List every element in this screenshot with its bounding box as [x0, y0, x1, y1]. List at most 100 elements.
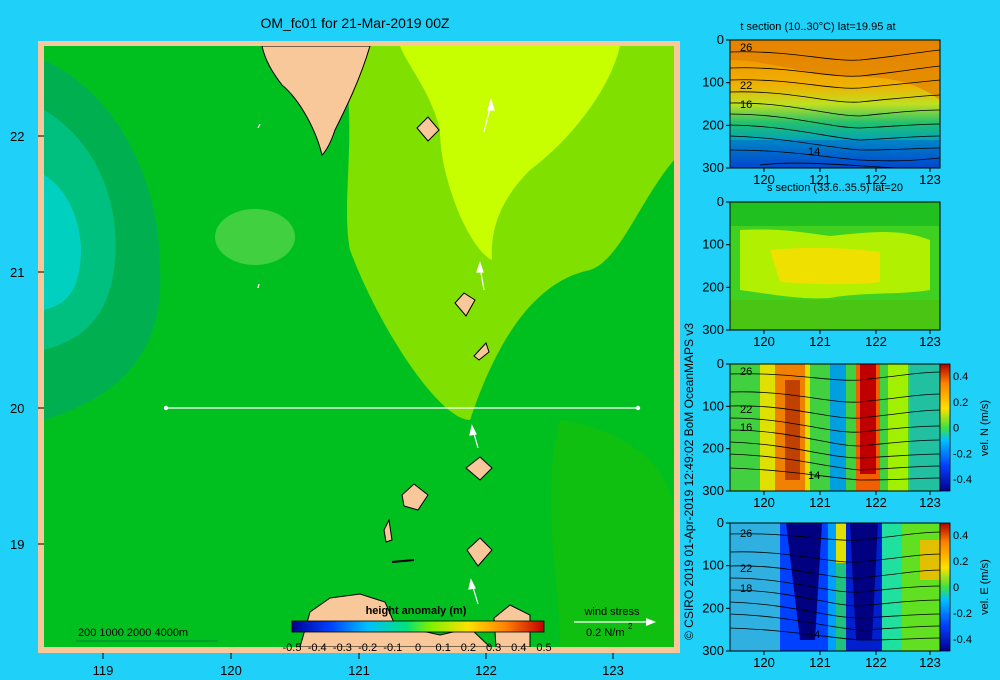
lon-tick-label: 120 — [753, 334, 775, 349]
depth-tick-label: 300 — [702, 322, 724, 337]
panel4-contour-14: 14 — [808, 629, 820, 641]
lon-label-122: 122 — [475, 663, 497, 678]
depth-tick-label: 100 — [702, 237, 724, 252]
lon-tick-label: 123 — [919, 655, 941, 670]
panel1-contour-26: 26 — [740, 42, 752, 54]
lon-label-123: 123 — [602, 663, 624, 678]
panel3-colorbar — [939, 363, 951, 492]
colorbar — [291, 620, 545, 633]
island-2 — [454, 292, 476, 317]
vel-tick-label: 0 — [953, 423, 959, 435]
panel1-title: t section (10..30°C) lat=19.95 at — [740, 21, 895, 33]
wind-arrows — [257, 97, 495, 605]
colorbar-tick-label: 0.4 — [511, 642, 526, 654]
depth-tick-label: 100 — [702, 558, 724, 573]
depth-tick-label: 200 — [702, 117, 724, 132]
depth-tick-label: 0 — [717, 32, 724, 47]
panel3-contour-14: 14 — [808, 470, 820, 482]
wind-scale: 0.2 N/m — [586, 627, 625, 639]
lon-label-121: 121 — [348, 663, 370, 678]
panel-vel-north: 26 22 16 14 0 100 200 300 120 121 122 123 0.4 0… — [702, 356, 991, 510]
depth-tick-label: 200 — [702, 441, 724, 456]
section-start-marker — [163, 405, 169, 411]
depth-tick-label: 0 — [717, 356, 724, 371]
credit-text: © CSIRO 2019 01-Apr-2019 12:49:02 BoM Oc… — [682, 322, 696, 640]
wind-scale-sup: 2 — [628, 622, 633, 631]
panel2-frame — [729, 201, 941, 331]
vel-tick-label: 0.4 — [953, 371, 968, 383]
vel-tick-label: -0.4 — [953, 634, 972, 646]
lon-tick-label: 123 — [919, 334, 941, 349]
island-1 — [416, 116, 440, 142]
island-5 — [401, 483, 429, 511]
colorbar-ticks: -0.5 -0.4 -0.3 -0.2 -0.1 0 0.1 0.2 0.3 0.4 0.5 — [283, 642, 552, 654]
vel-tick-label: -0.4 — [953, 474, 972, 486]
island-4 — [465, 456, 493, 481]
colorbar-tick-label: -0.2 — [358, 642, 377, 654]
wind-stress-label: wind stress — [583, 606, 640, 618]
vel-e-label: vel. E (m/s) — [979, 559, 991, 615]
map-panel: 22 21 20 19 119 120 121 122 123 200 1000… — [10, 41, 680, 678]
depth-tick-label: 300 — [702, 160, 724, 175]
map-title: OM_fc01 for 21-Mar-2019 00Z — [260, 15, 450, 31]
depth-tick-label: 100 — [702, 398, 724, 413]
panel4-contour-18: 18 — [740, 583, 752, 595]
panel4-contour-26: 26 — [740, 528, 752, 540]
lon-tick-label: 123 — [919, 495, 941, 510]
island-7 — [466, 537, 493, 567]
panel4-contour-22: 22 — [740, 563, 752, 575]
vel-tick-label: 0.2 — [953, 397, 968, 409]
panel2-title: s section (33.6..35.5) lat=20 — [767, 182, 903, 194]
depth-tick-label: 300 — [702, 483, 724, 498]
vel-tick-label: 0.4 — [953, 530, 968, 542]
vel-tick-label: 0.2 — [953, 556, 968, 568]
depth-tick-label: 0 — [717, 515, 724, 530]
colorbar-title: height anomaly (m) — [366, 605, 467, 617]
ssh-lowest-region — [44, 175, 81, 310]
colorbar-tick-label: 0.3 — [486, 642, 501, 654]
island-6 — [383, 518, 393, 543]
panel1-frame — [729, 39, 941, 169]
ssh-south-region — [551, 420, 674, 647]
lon-tick-label: 122 — [865, 334, 887, 349]
wind-key-arrowhead — [646, 618, 656, 626]
lat-label-20: 20 — [10, 401, 24, 416]
lon-tick-label: 120 — [753, 172, 775, 187]
depth-legend: 200 1000 2000 4000m — [78, 627, 188, 639]
colorbar-tick-label: -0.3 — [333, 642, 352, 654]
section-end-marker — [635, 405, 641, 411]
ssh-eddy — [215, 209, 295, 265]
lon-tick-label: 122 — [865, 655, 887, 670]
lon-label-120: 120 — [220, 663, 242, 678]
colorbar-tick-label: 0.5 — [536, 642, 551, 654]
panel1-contour-16: 16 — [740, 99, 752, 111]
depth-tick-label: 200 — [702, 279, 724, 294]
ssh-high-region — [400, 46, 620, 260]
lat-label-19: 19 — [10, 537, 24, 552]
colorbar-tick-label: 0.2 — [461, 642, 476, 654]
depth-tick-label: 200 — [702, 600, 724, 615]
lat-label-22: 22 — [10, 129, 24, 144]
luzon-landmass — [299, 593, 491, 647]
panel3-contour-16: 16 — [740, 422, 752, 434]
panel3-contour-22: 22 — [740, 404, 752, 416]
panel4-colorbar — [939, 522, 951, 652]
lon-tick-label: 120 — [753, 495, 775, 510]
vel-tick-label: -0.2 — [953, 608, 972, 620]
lon-tick-label: 121 — [809, 495, 831, 510]
lat-label-21: 21 — [10, 265, 24, 280]
panel4-contours — [729, 531, 941, 641]
panel1-contour-22: 22 — [740, 80, 752, 92]
colorbar-tick-label: -0.5 — [283, 642, 302, 654]
map-axis-ticks — [38, 135, 614, 659]
colorbar-tick-label: 0.1 — [436, 642, 451, 654]
lon-tick-label: 120 — [753, 655, 775, 670]
island-3 — [473, 342, 490, 361]
panel-salinity: 0 100 200 300 120 121 122 123 — [702, 194, 941, 349]
lon-tick-label: 121 — [809, 172, 831, 187]
depth-tick-label: 100 — [702, 75, 724, 90]
taiwan-landmass — [261, 46, 371, 156]
colorbar-tick-label: -0.4 — [308, 642, 327, 654]
lon-tick-label: 122 — [865, 172, 887, 187]
